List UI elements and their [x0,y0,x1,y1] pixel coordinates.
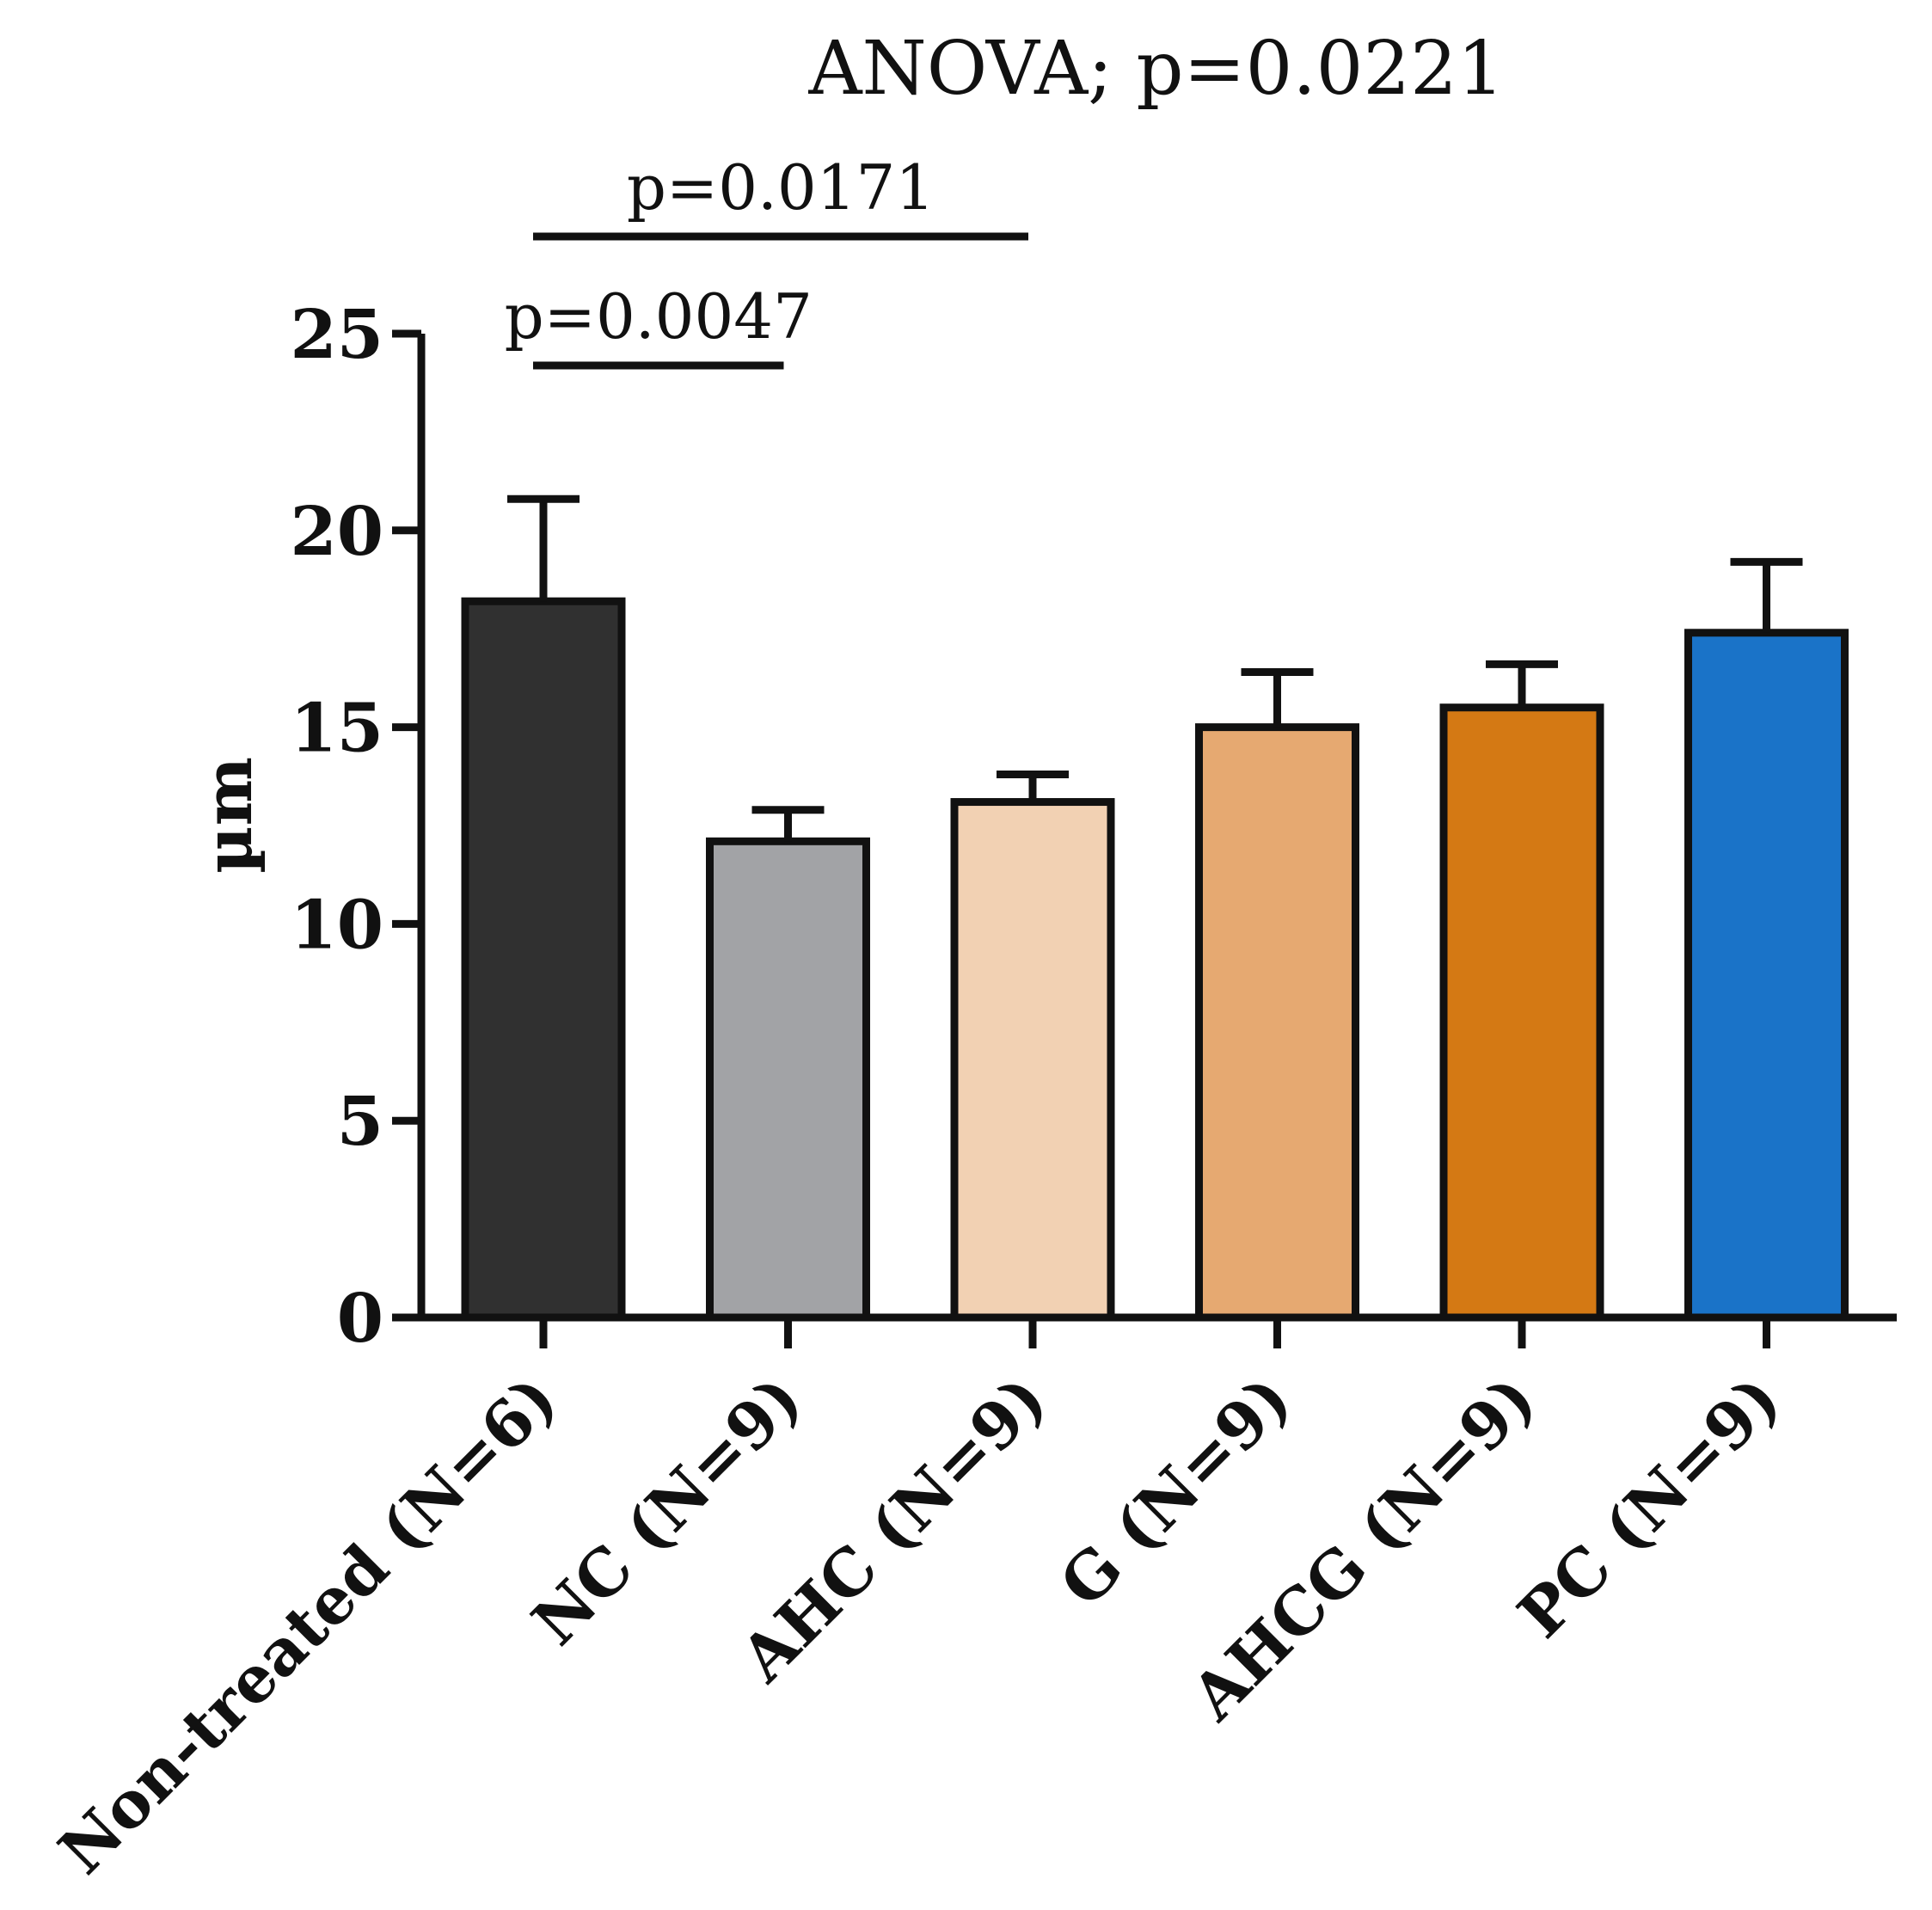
x-tick-label: Non-treated (N=6) [46,1362,572,1889]
y-tick-label: 0 [337,1280,383,1358]
x-tick-label: G (N=9) [1046,1362,1305,1621]
bar [1439,703,1604,1322]
y-tick-label: 20 [290,493,383,571]
significance-label: p=0.0171 [627,151,935,224]
bar [1684,629,1849,1322]
y-tick-label: 15 [290,690,383,768]
y-tick-label: 25 [290,296,383,374]
bar [706,837,870,1322]
x-axis-ticks: Non-treated (N=6)NC (N=9)AHC (N=9)G (N=9… [46,1317,1795,1889]
y-axis-label: µm [190,757,267,874]
bar [1195,723,1359,1322]
bars [461,494,1849,1322]
y-axis-ticks: 0 5 10 15 20 25 [290,296,421,1358]
significance-label: p=0.0047 [505,280,813,353]
bar [461,597,626,1322]
significance-brackets: p=0.0171 p=0.0047 [505,151,1028,370]
y-tick-label: 10 [290,886,383,964]
y-tick-label: 5 [337,1083,383,1161]
x-tick-label: PC (N=9) [1505,1362,1795,1653]
chart-title: ANOVA; p=0.0221 [807,26,1504,112]
bar [950,798,1115,1322]
